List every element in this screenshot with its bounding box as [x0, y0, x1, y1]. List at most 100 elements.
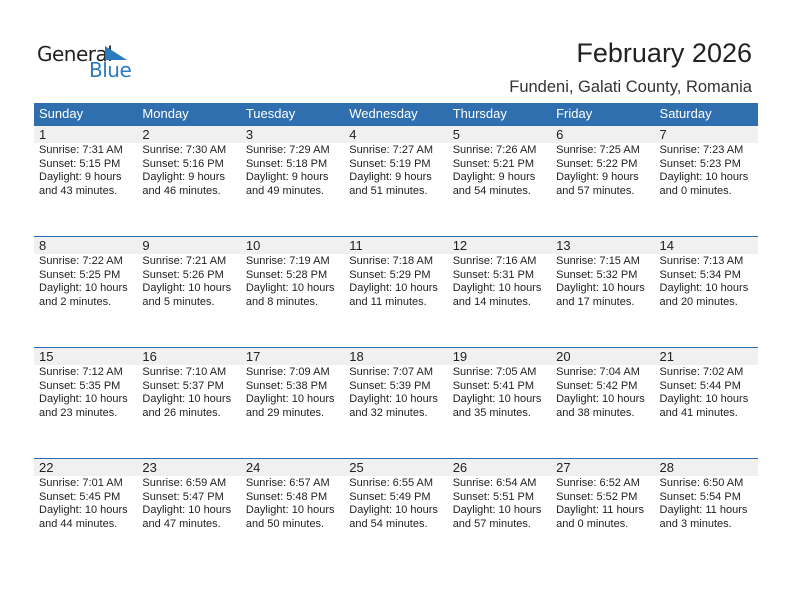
daylight-text: Daylight: 10 hours [659, 393, 749, 405]
minutes-text: and 49 minutes. [245, 184, 325, 197]
sunrise-text: Sunrise: 7:29 AM [245, 144, 330, 156]
day-cell: Sunrise: 7:22 AM Sunset: 5:25 PM Daylight:… [34, 254, 137, 309]
date-row: 8 9 10 11 12 13 14 [34, 237, 758, 254]
sunset-text: Sunset: 5:21 PM [452, 157, 535, 170]
logo: General Blue [37, 42, 132, 82]
day-number: 22 [39, 460, 54, 475]
daylight-text: Daylight: 10 hours [659, 282, 749, 294]
sunset-text: Sunset: 5:34 PM [659, 268, 741, 281]
sunrise-text: Sunrise: 7:22 AM [39, 255, 123, 267]
sunset-text: Sunset: 5:35 PM [39, 379, 121, 392]
weekday-sunday: Sunday [39, 106, 84, 121]
minutes-text: and 47 minutes. [142, 517, 221, 530]
minutes-text: and 50 minutes. [245, 517, 325, 530]
minutes-text: and 0 minutes. [659, 184, 732, 197]
day-number: 2 [142, 127, 150, 142]
sunrise-text: Sunrise: 7:26 AM [452, 144, 537, 156]
daylight-text: Daylight: 11 hours [659, 504, 748, 516]
minutes-text: and 35 minutes. [452, 406, 531, 419]
day-cell: Sunrise: 6:54 AM Sunset: 5:51 PM Daylight:… [448, 476, 551, 531]
sunset-text: Sunset: 5:15 PM [39, 157, 121, 170]
minutes-text: and 5 minutes. [142, 295, 215, 308]
minutes-text: and 0 minutes. [556, 517, 629, 530]
day-cell: Sunrise: 7:19 AM Sunset: 5:28 PM Daylight:… [241, 254, 344, 309]
sunset-text: Sunset: 5:42 PM [556, 379, 638, 392]
day-number: 19 [452, 349, 468, 364]
day-cell: Sunrise: 7:18 AM Sunset: 5:29 PM Daylight:… [344, 254, 447, 309]
day-number: 9 [142, 238, 150, 253]
daylight-text: Daylight: 10 hours [39, 504, 128, 516]
sunset-text: Sunset: 5:26 PM [142, 268, 224, 281]
sunset-text: Sunset: 5:51 PM [452, 490, 535, 503]
day-cell: Sunrise: 7:23 AM Sunset: 5:23 PM Daylight:… [655, 143, 758, 198]
date-row: 15 16 17 18 19 20 21 [34, 348, 758, 365]
day-number: 5 [452, 127, 460, 142]
day-cell: Sunrise: 7:12 AM Sunset: 5:35 PM Daylight:… [34, 365, 137, 420]
sunset-text: Sunset: 5:48 PM [245, 490, 328, 503]
sunrise-text: Sunrise: 6:57 AM [245, 477, 330, 489]
daylight-text: Daylight: 10 hours [245, 282, 335, 294]
day-number: 24 [245, 460, 261, 475]
day-number: 1 [39, 127, 47, 142]
sunrise-text: Sunrise: 7:15 AM [556, 255, 640, 267]
minutes-text: and 14 minutes. [452, 295, 531, 308]
day-number: 15 [39, 349, 54, 364]
daylight-text: Daylight: 9 hours [349, 171, 432, 183]
daylight-text: Daylight: 10 hours [39, 393, 128, 405]
minutes-text: and 17 minutes. [556, 295, 635, 308]
day-cell: Sunrise: 7:04 AM Sunset: 5:42 PM Daylight:… [551, 365, 654, 420]
daylight-text: Daylight: 9 hours [142, 171, 225, 183]
daylight-text: Daylight: 10 hours [245, 504, 335, 516]
sunset-text: Sunset: 5:16 PM [142, 157, 224, 170]
week-row: 15 16 17 18 19 20 21 Sunrise: 7:12 AM Sunset: 5:… [34, 347, 758, 458]
minutes-text: and 54 minutes. [452, 184, 531, 197]
minutes-text: and 26 minutes. [142, 406, 221, 419]
day-cell: Sunrise: 7:25 AM Sunset: 5:22 PM Daylight:… [551, 143, 654, 198]
sunset-text: Sunset: 5:28 PM [245, 268, 328, 281]
weekday-tuesday: Tuesday [245, 106, 296, 121]
calendar: Sunday Monday Tuesday Wednesday Thursday Frid… [34, 103, 758, 569]
info-row: Sunrise: 7:12 AM Sunset: 5:35 PM Daylight:… [34, 365, 758, 420]
day-cell: Sunrise: 7:15 AM Sunset: 5:32 PM Daylight:… [551, 254, 654, 309]
sunrise-text: Sunrise: 7:10 AM [142, 366, 227, 378]
info-row: Sunrise: 7:01 AM Sunset: 5:45 PM Daylight:… [34, 476, 758, 531]
minutes-text: and 11 minutes. [349, 295, 427, 308]
sunrise-text: Sunrise: 7:21 AM [142, 255, 227, 267]
day-cell: Sunrise: 7:02 AM Sunset: 5:44 PM Daylight:… [655, 365, 758, 420]
minutes-text: and 8 minutes. [245, 295, 318, 308]
sunrise-text: Sunrise: 7:30 AM [142, 144, 227, 156]
daylight-text: Daylight: 10 hours [142, 282, 232, 294]
weekday-header: Sunday Monday Tuesday Wednesday Thursday Frid… [34, 103, 758, 125]
day-number: 28 [659, 460, 674, 475]
daylight-text: Daylight: 10 hours [349, 504, 438, 516]
sunset-text: Sunset: 5:25 PM [39, 268, 121, 281]
location: Fundeni, Galati County, Romania [509, 78, 752, 96]
weekday-thursday: Thursday [452, 106, 507, 121]
logo-text-general: General [37, 42, 113, 66]
sunrise-text: Sunrise: 6:59 AM [142, 477, 227, 489]
sunrise-text: Sunrise: 7:31 AM [39, 144, 123, 156]
sunrise-text: Sunrise: 7:02 AM [659, 366, 744, 378]
sunset-text: Sunset: 5:19 PM [349, 157, 431, 170]
info-row: Sunrise: 7:22 AM Sunset: 5:25 PM Daylight:… [34, 254, 758, 309]
logo-triangle-icon [105, 46, 127, 60]
day-number: 12 [452, 238, 468, 253]
daylight-text: Daylight: 10 hours [452, 393, 542, 405]
minutes-text: and 29 minutes. [245, 406, 325, 419]
day-number: 17 [245, 349, 261, 364]
sunset-text: Sunset: 5:41 PM [452, 379, 535, 392]
day-number: 25 [349, 460, 364, 475]
weekday-friday: Friday [556, 106, 593, 121]
day-cell: Sunrise: 7:30 AM Sunset: 5:16 PM Daylight:… [137, 143, 240, 198]
day-number: 13 [556, 238, 571, 253]
daylight-text: Daylight: 10 hours [556, 393, 645, 405]
daylight-text: Daylight: 10 hours [452, 282, 542, 294]
sunrise-text: Sunrise: 7:23 AM [659, 144, 744, 156]
daylight-text: Daylight: 10 hours [349, 393, 438, 405]
day-cell: Sunrise: 6:52 AM Sunset: 5:52 PM Daylight:… [551, 476, 654, 531]
sunrise-text: Sunrise: 7:09 AM [245, 366, 330, 378]
day-number: 11 [349, 238, 363, 253]
day-number: 4 [349, 127, 357, 142]
minutes-text: and 32 minutes. [349, 406, 428, 419]
sunset-text: Sunset: 5:18 PM [245, 157, 328, 170]
